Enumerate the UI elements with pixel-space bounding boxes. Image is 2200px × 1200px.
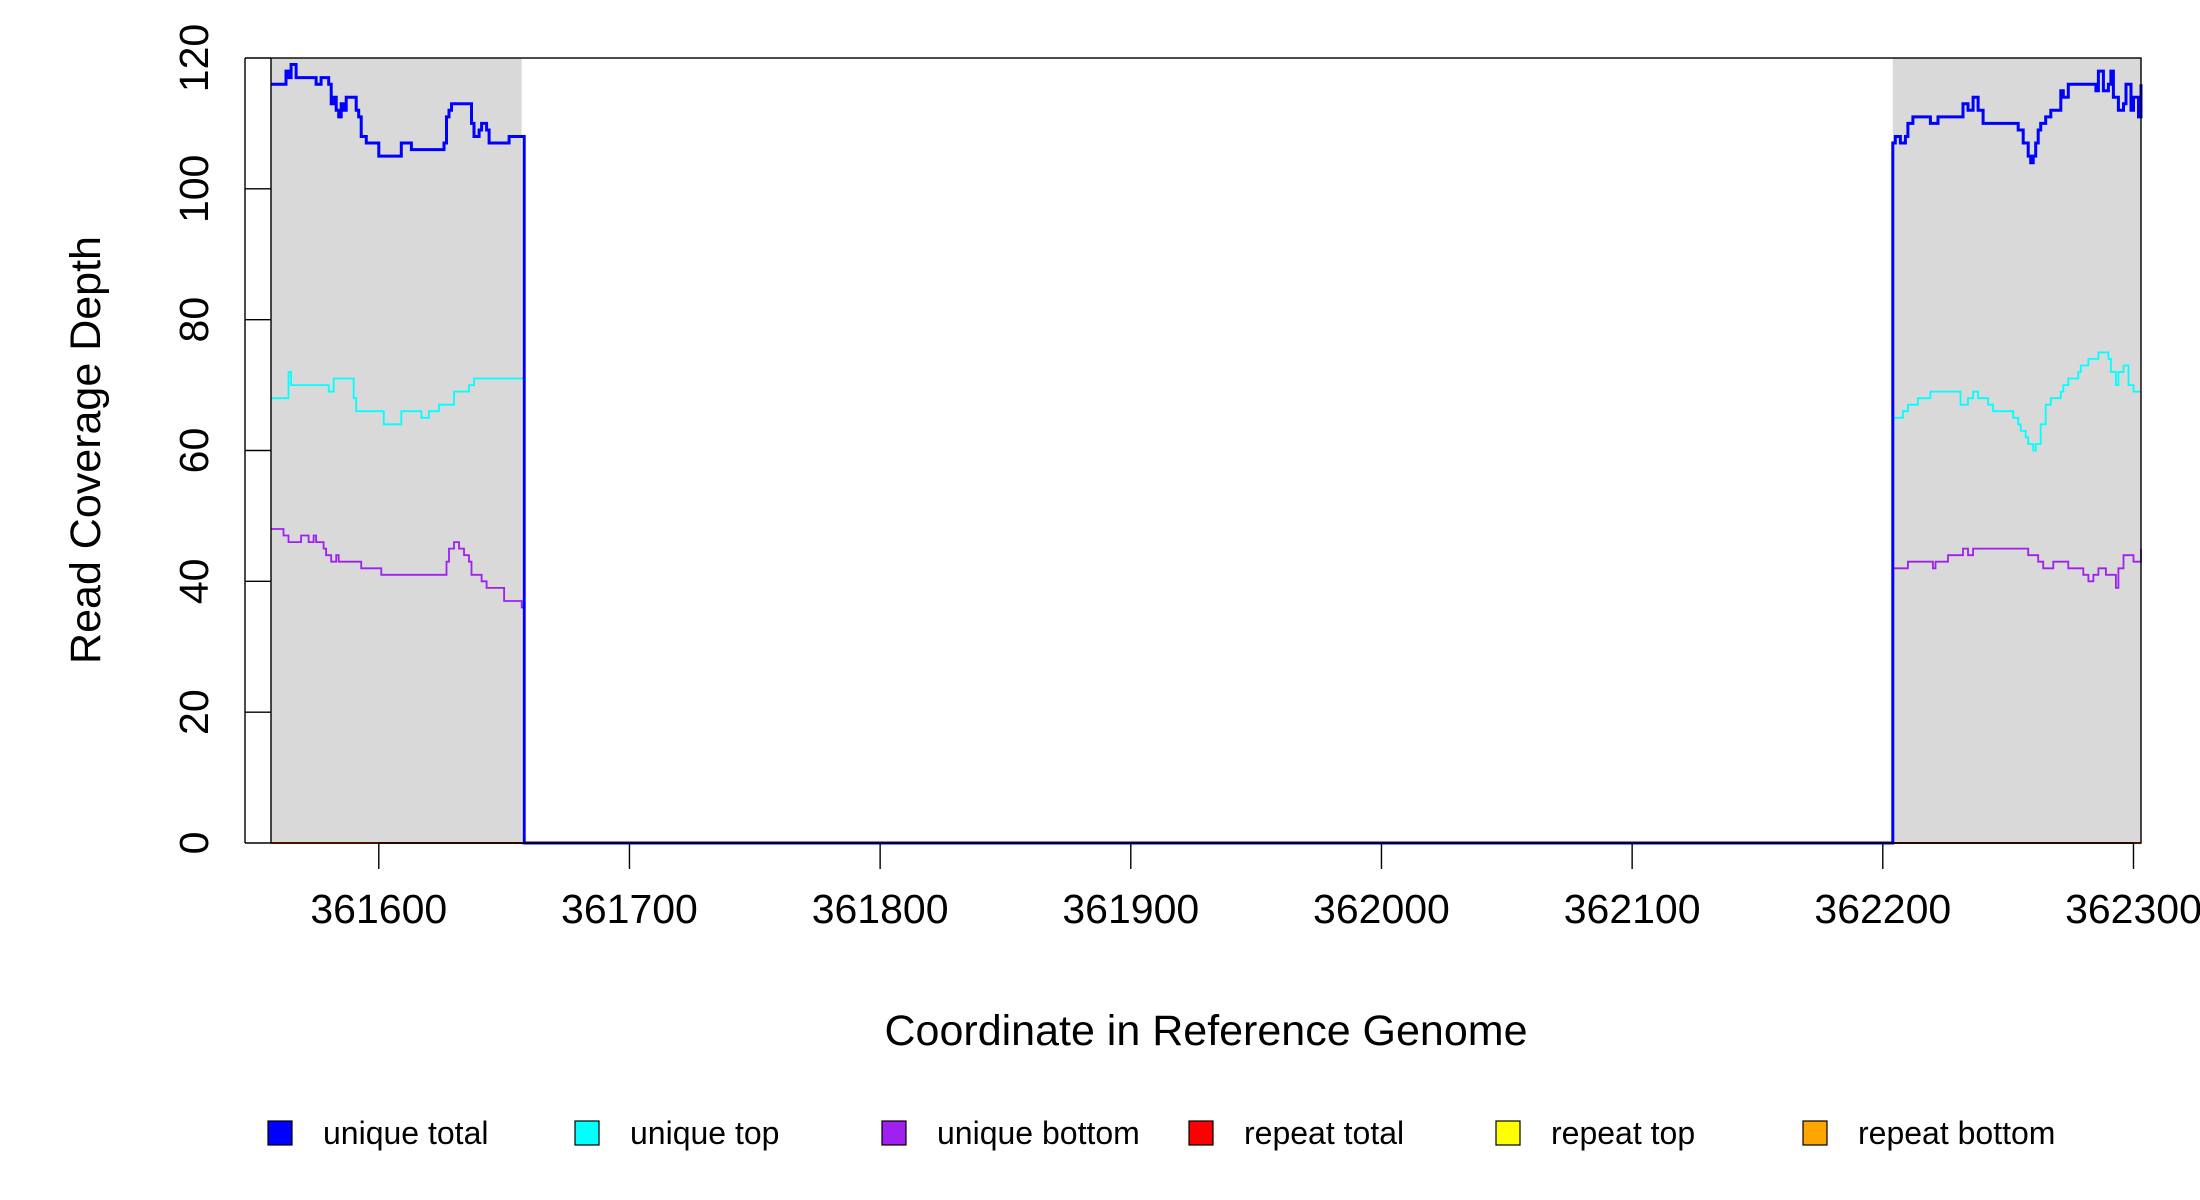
legend-swatch-repeat-bottom bbox=[1802, 1120, 1828, 1146]
y-tick-label: 20 bbox=[171, 689, 217, 735]
series-unique-total bbox=[271, 63, 2143, 845]
shaded-region-1 bbox=[271, 58, 522, 843]
x-axis: 361600 361700 361800 361900 362000 362100 3622… bbox=[310, 842, 2200, 932]
x-tick-label: 361800 bbox=[812, 886, 949, 932]
plot-frame bbox=[270, 57, 2142, 844]
y-tick-label: 100 bbox=[171, 155, 217, 223]
y-tick-label: 0 bbox=[171, 832, 217, 855]
x-tick-label: 362000 bbox=[1313, 886, 1450, 932]
x-axis-title: Coordinate in Reference Genome bbox=[885, 1007, 1528, 1055]
x-tick-label: 362200 bbox=[1814, 886, 1951, 932]
x-tick-label: 361600 bbox=[310, 886, 447, 932]
legend-swatch-repeat-total bbox=[1188, 1120, 1214, 1146]
x-tick-label: 361900 bbox=[1062, 886, 1199, 932]
legend-label-repeat-total: repeat total bbox=[1244, 1115, 1404, 1151]
y-tick-label: 60 bbox=[171, 428, 217, 474]
series-unique-top bbox=[271, 351, 2141, 844]
legend-label-unique-total: unique total bbox=[323, 1115, 488, 1151]
legend-label-repeat-top: repeat top bbox=[1551, 1115, 1695, 1151]
legend-label-unique-top: unique top bbox=[630, 1115, 779, 1151]
y-axis-title: Read Coverage Depth bbox=[62, 236, 110, 664]
legend-swatch-unique-total bbox=[267, 1120, 293, 1146]
shaded-regions bbox=[271, 58, 2141, 843]
x-tick-label: 362100 bbox=[1564, 886, 1701, 932]
legend: unique total unique top unique bottom repea… bbox=[267, 1115, 2055, 1151]
x-tick-label: 361700 bbox=[561, 886, 698, 932]
series-unique-bottom bbox=[271, 528, 2142, 844]
legend-swatch-repeat-top bbox=[1495, 1120, 1521, 1146]
legend-swatch-unique-bottom bbox=[881, 1120, 907, 1146]
series-lines bbox=[271, 63, 2143, 845]
y-tick-label: 80 bbox=[171, 297, 217, 343]
x-tick-label: 362300 bbox=[2065, 886, 2200, 932]
y-axis: 0 20 40 60 80 100 120 bbox=[171, 24, 271, 855]
legend-label-unique-bottom: unique bottom bbox=[937, 1115, 1140, 1151]
y-tick-label: 120 bbox=[171, 24, 217, 92]
shaded-region-2 bbox=[1892, 58, 2141, 843]
legend-swatch-unique-top bbox=[574, 1120, 600, 1146]
y-tick-label: 40 bbox=[171, 559, 217, 605]
legend-label-repeat-bottom: repeat bottom bbox=[1858, 1115, 2055, 1151]
